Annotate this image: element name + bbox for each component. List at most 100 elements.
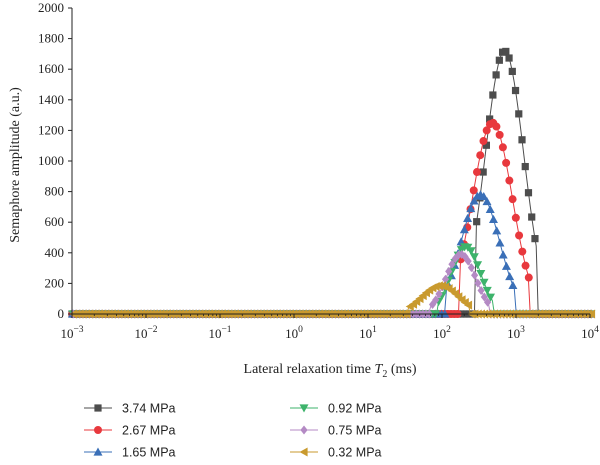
legend-label: 0.32 MPa xyxy=(328,446,382,460)
data-point xyxy=(511,213,520,222)
y-tick-label: 1200 xyxy=(38,122,64,137)
y-tick-label: 1800 xyxy=(38,31,64,46)
legend-label: 0.75 MPa xyxy=(328,424,382,438)
y-tick-label: 0 xyxy=(58,306,65,321)
data-point xyxy=(463,213,473,222)
y-tick-label: 2000 xyxy=(38,0,64,15)
series-1-65-mpa xyxy=(68,190,596,318)
x-axis-title: Lateral relaxation time T2 (ms) xyxy=(244,362,417,380)
legend-marker xyxy=(94,404,102,412)
data-point xyxy=(466,247,476,256)
data-point xyxy=(518,247,527,256)
legend-item: 0.75 MPa xyxy=(290,424,382,438)
y-tick-label: 1000 xyxy=(38,153,64,168)
data-point xyxy=(445,266,453,276)
data-point xyxy=(458,249,466,259)
data-point xyxy=(479,191,489,201)
data-point xyxy=(498,143,507,152)
data-point xyxy=(586,309,596,319)
y-tick-label: 600 xyxy=(45,214,65,229)
data-point xyxy=(508,67,516,76)
data-point xyxy=(505,272,515,281)
data-point xyxy=(469,186,478,195)
data-point xyxy=(488,214,498,223)
data-point xyxy=(471,270,479,280)
data-point xyxy=(511,86,520,95)
data-point xyxy=(480,292,488,302)
x-tick-label: 104 xyxy=(581,325,599,341)
data-point xyxy=(505,176,514,185)
data-point xyxy=(441,274,450,284)
data-point xyxy=(482,141,490,149)
data-point xyxy=(502,158,511,167)
data-point xyxy=(451,254,459,264)
x-tick-label: 101 xyxy=(359,325,377,341)
series-3-74-mpa xyxy=(68,47,594,318)
legend-label: 1.65 MPa xyxy=(122,446,176,460)
legend-marker xyxy=(299,447,308,457)
data-point xyxy=(463,300,473,310)
data-point xyxy=(531,235,539,243)
data-point xyxy=(508,280,518,290)
y-tick-label: 200 xyxy=(45,275,65,290)
data-point xyxy=(459,225,469,234)
data-point xyxy=(435,289,443,299)
y-tick-label: 1400 xyxy=(38,92,64,107)
x-tick-label: 102 xyxy=(433,325,451,341)
x-tick-label: 103 xyxy=(507,325,525,341)
x-axis-title-symbol: T xyxy=(375,362,384,377)
x-tick-label: 10−2 xyxy=(134,325,157,341)
data-point xyxy=(524,189,533,197)
data-point xyxy=(476,151,485,160)
data-point xyxy=(486,115,494,123)
x-tick-label: 100 xyxy=(285,325,303,341)
data-point xyxy=(505,54,513,62)
data-point xyxy=(482,286,492,295)
data-point xyxy=(495,130,504,139)
y-tick-label: 800 xyxy=(45,184,65,199)
data-point xyxy=(492,71,500,79)
y-tick-label: 400 xyxy=(45,245,65,260)
data-point xyxy=(515,231,524,240)
x-axis-title-subscript: 2 xyxy=(382,369,387,380)
legend-item: 0.32 MPa xyxy=(290,446,382,460)
data-point xyxy=(466,204,476,213)
series-line xyxy=(72,246,590,315)
series-line xyxy=(72,194,590,315)
legend-item: 3.74 MPa xyxy=(84,402,176,416)
legend-item: 0.92 MPa xyxy=(290,402,382,416)
data-point xyxy=(482,126,491,135)
legend-label: 3.74 MPa xyxy=(122,402,176,416)
legend-marker xyxy=(300,425,308,435)
data-point xyxy=(501,261,511,270)
x-tick-label: 10−3 xyxy=(60,325,83,341)
legend-marker xyxy=(94,426,102,434)
data-point xyxy=(495,238,505,247)
data-point xyxy=(521,261,530,270)
data-point xyxy=(479,278,489,287)
data-point xyxy=(515,110,523,118)
data-point xyxy=(472,168,481,177)
data-point xyxy=(473,261,483,270)
data-point xyxy=(467,263,475,273)
data-point xyxy=(464,256,472,266)
data-point xyxy=(479,168,487,176)
data-point xyxy=(492,226,502,235)
legend-marker xyxy=(93,447,103,456)
data-point xyxy=(479,137,488,146)
data-point xyxy=(518,136,526,144)
data-point xyxy=(508,195,517,204)
legend-item: 2.67 MPa xyxy=(84,424,176,438)
data-point xyxy=(498,250,508,259)
data-point xyxy=(528,213,536,221)
data-point xyxy=(521,162,529,171)
x-axis-title-suffix: (ms) xyxy=(387,362,417,377)
data-point xyxy=(454,250,463,260)
x-axis-title-prefix: Lateral relaxation time xyxy=(244,362,375,377)
data-point xyxy=(477,286,485,296)
data-point xyxy=(482,197,492,206)
legend-item: 1.65 MPa xyxy=(84,446,176,460)
data-point xyxy=(486,293,496,302)
data-point xyxy=(483,297,492,307)
series-0-92-mpa xyxy=(68,243,596,319)
